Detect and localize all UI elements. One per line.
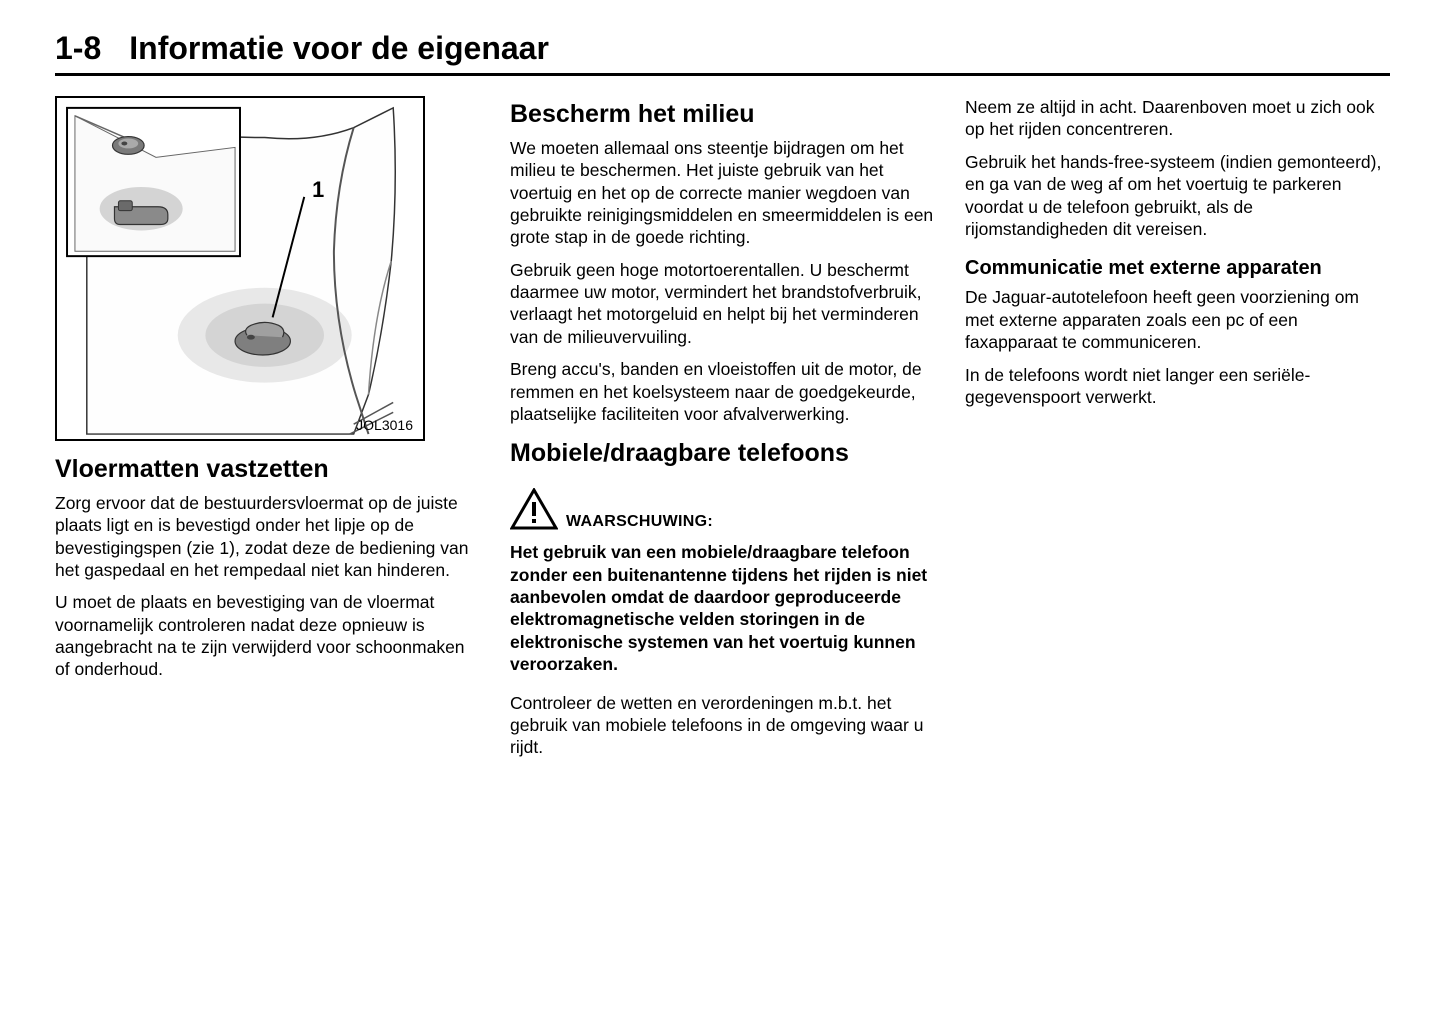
warning-header: WAARSCHUWING: bbox=[510, 488, 935, 535]
paragraph: Gebruik geen hoge motortoerentallen. U b… bbox=[510, 259, 935, 349]
paragraph: Breng accu's, banden en vloeistoffen uit… bbox=[510, 358, 935, 425]
floor-mat-figure: 1 bbox=[55, 96, 425, 441]
figure-reference: JOL3016 bbox=[356, 417, 413, 433]
column-1: 1 bbox=[55, 96, 480, 769]
paragraph: We moeten allemaal ons steentje bijdrage… bbox=[510, 137, 935, 249]
section-floor-mats: Vloermatten vastzetten bbox=[55, 455, 480, 484]
content-columns: 1 bbox=[55, 96, 1390, 769]
paragraph: Gebruik het hands-free-systeem (indien g… bbox=[965, 151, 1390, 241]
subsection-external-devices: Communicatie met externe apparaten bbox=[965, 256, 1390, 280]
column-3: Neem ze altijd in acht. Daarenboven moet… bbox=[965, 96, 1390, 769]
paragraph: In de telefoons wordt niet langer een se… bbox=[965, 364, 1390, 409]
section-mobile-phones: Mobiele/draagbare telefoons bbox=[510, 439, 935, 468]
paragraph: Zorg ervoor dat de bestuurdersvloermat o… bbox=[55, 492, 480, 582]
page-title: Informatie voor de eigenaar bbox=[129, 30, 549, 67]
paragraph: Neem ze altijd in acht. Daarenboven moet… bbox=[965, 96, 1390, 141]
warning-label: WAARSCHUWING: bbox=[566, 513, 713, 535]
paragraph: De Jaguar-autotelefoon heeft geen voorzi… bbox=[965, 286, 1390, 353]
section-environment: Bescherm het milieu bbox=[510, 100, 935, 129]
svg-text:1: 1 bbox=[312, 177, 324, 202]
warning-text: Het gebruik van een mobiele/draagbare te… bbox=[510, 541, 935, 675]
page-number: 1-8 bbox=[55, 30, 101, 67]
paragraph: U moet de plaats en bevestiging van de v… bbox=[55, 591, 480, 681]
paragraph: Controleer de wetten en verordeningen m.… bbox=[510, 692, 935, 759]
warning-icon bbox=[510, 488, 558, 535]
column-2: Bescherm het milieu We moeten allemaal o… bbox=[510, 96, 935, 769]
page-header: 1-8 Informatie voor de eigenaar bbox=[55, 30, 1390, 76]
warning-block: WAARSCHUWING: Het gebruik van een mobiel… bbox=[510, 488, 935, 683]
